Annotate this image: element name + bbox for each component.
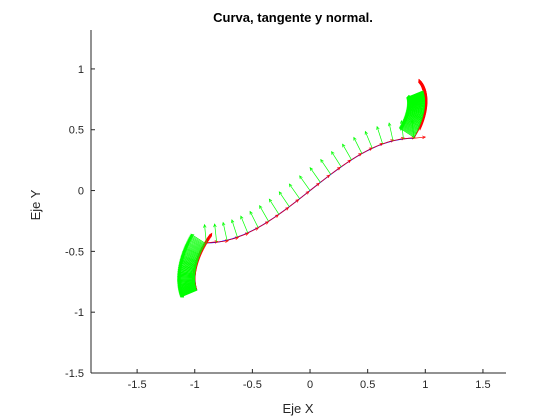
plot-area xyxy=(176,78,428,298)
tangent-arrow xyxy=(205,232,213,244)
normal-arrow xyxy=(299,175,311,191)
normal-arrow xyxy=(249,210,259,228)
normal-arrow xyxy=(213,223,218,243)
tangent-arrow xyxy=(237,232,250,238)
normal-arrow xyxy=(203,223,207,243)
normal-arrow xyxy=(288,183,300,199)
normal-arrow xyxy=(364,130,373,149)
y-axis-label: Eje Y xyxy=(28,189,43,220)
normal-arrow xyxy=(240,215,249,234)
tangent-arrow xyxy=(361,147,373,154)
tangent-arrow xyxy=(413,135,427,140)
normal-arrow xyxy=(309,167,321,183)
y-tick-label: -0.5 xyxy=(65,246,84,258)
x-tick-label: -0.5 xyxy=(243,379,262,391)
tangent-arrow xyxy=(351,153,363,161)
y-tick-label: -1 xyxy=(74,307,84,319)
tangent-arrow xyxy=(216,239,229,243)
tangent-arrow xyxy=(392,137,406,142)
normal-arrow xyxy=(406,90,424,99)
normal-vectors xyxy=(176,90,426,298)
tangent-arrow xyxy=(247,227,260,234)
tangent-arrow xyxy=(382,139,395,145)
normal-arrow xyxy=(331,150,342,167)
tangent-arrow xyxy=(340,159,352,168)
chart-title: Curva, tangente y normal. xyxy=(213,10,373,25)
tangent-arrow xyxy=(278,207,290,215)
normal-arrow xyxy=(259,204,269,222)
normal-arrow xyxy=(222,221,228,241)
tangent-arrow xyxy=(330,166,341,175)
y-tick-label: 1 xyxy=(78,64,84,76)
tangent-arrow xyxy=(372,142,384,149)
x-tick-label: -1.5 xyxy=(128,379,147,391)
normal-arrow xyxy=(342,143,352,160)
tangent-arrow xyxy=(418,78,424,91)
x-tick-label: 0 xyxy=(307,379,313,391)
tangent-arrow xyxy=(268,214,280,222)
tangent-arrow xyxy=(257,221,270,228)
normal-arrow xyxy=(320,158,332,175)
normal-arrow xyxy=(190,233,206,244)
tangent-arrow xyxy=(226,236,240,241)
tangent-arrow xyxy=(320,174,331,183)
x-tick-label: 1.5 xyxy=(475,379,490,391)
normal-arrow xyxy=(376,125,383,145)
x-tick-label: -1 xyxy=(190,379,200,391)
normal-arrow xyxy=(278,191,290,207)
normal-arrow xyxy=(353,136,363,154)
x-axis-label: Eje X xyxy=(282,401,313,416)
x-tick-label: 0.5 xyxy=(360,379,375,391)
normal-arrow xyxy=(268,198,280,215)
normal-arrow xyxy=(388,122,394,141)
x-tick-label: 1 xyxy=(422,379,428,391)
tangent-arrow xyxy=(206,240,219,244)
y-tick-label: 0.5 xyxy=(69,125,84,137)
tangent-vectors xyxy=(192,78,428,291)
normal-arrow xyxy=(231,219,238,238)
y-tick-label: -1.5 xyxy=(65,368,84,380)
tangent-arrow xyxy=(299,191,310,200)
y-tick-label: 0 xyxy=(78,186,84,198)
tangent-arrow xyxy=(289,199,300,207)
axes: -1.5 -1 -0.5 0 0.5 1 1.5 -1.5 -1 -0.5 0 0.5 1 xyxy=(65,30,506,391)
tangent-arrow xyxy=(309,182,320,191)
